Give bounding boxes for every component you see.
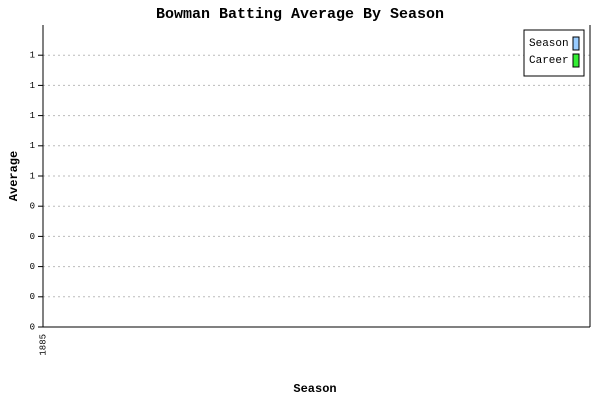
- x-axis-label: Season: [293, 382, 336, 396]
- y-axis-label: Average: [7, 151, 21, 201]
- y-tick-label: 0: [30, 262, 35, 272]
- y-tick-label: 1: [30, 141, 35, 151]
- legend-swatch: [572, 53, 580, 68]
- y-tick-label: 0: [30, 292, 35, 302]
- chart-title: Bowman Batting Average By Season: [156, 6, 444, 23]
- y-tick-label: 0: [30, 202, 35, 212]
- y-tick-label: 1: [30, 81, 35, 91]
- legend-swatch: [572, 36, 580, 51]
- y-tick-label: 1: [30, 111, 35, 121]
- y-tick-label: 0: [30, 232, 35, 242]
- legend-label: Career: [529, 55, 569, 67]
- y-tick-label: 1: [30, 171, 35, 181]
- x-tick-label: 1885: [38, 334, 48, 356]
- y-tick-label: 1: [30, 51, 35, 61]
- legend-label: Season: [529, 38, 569, 50]
- y-tick-label: 0: [30, 322, 35, 332]
- legend: Season Career: [523, 29, 585, 77]
